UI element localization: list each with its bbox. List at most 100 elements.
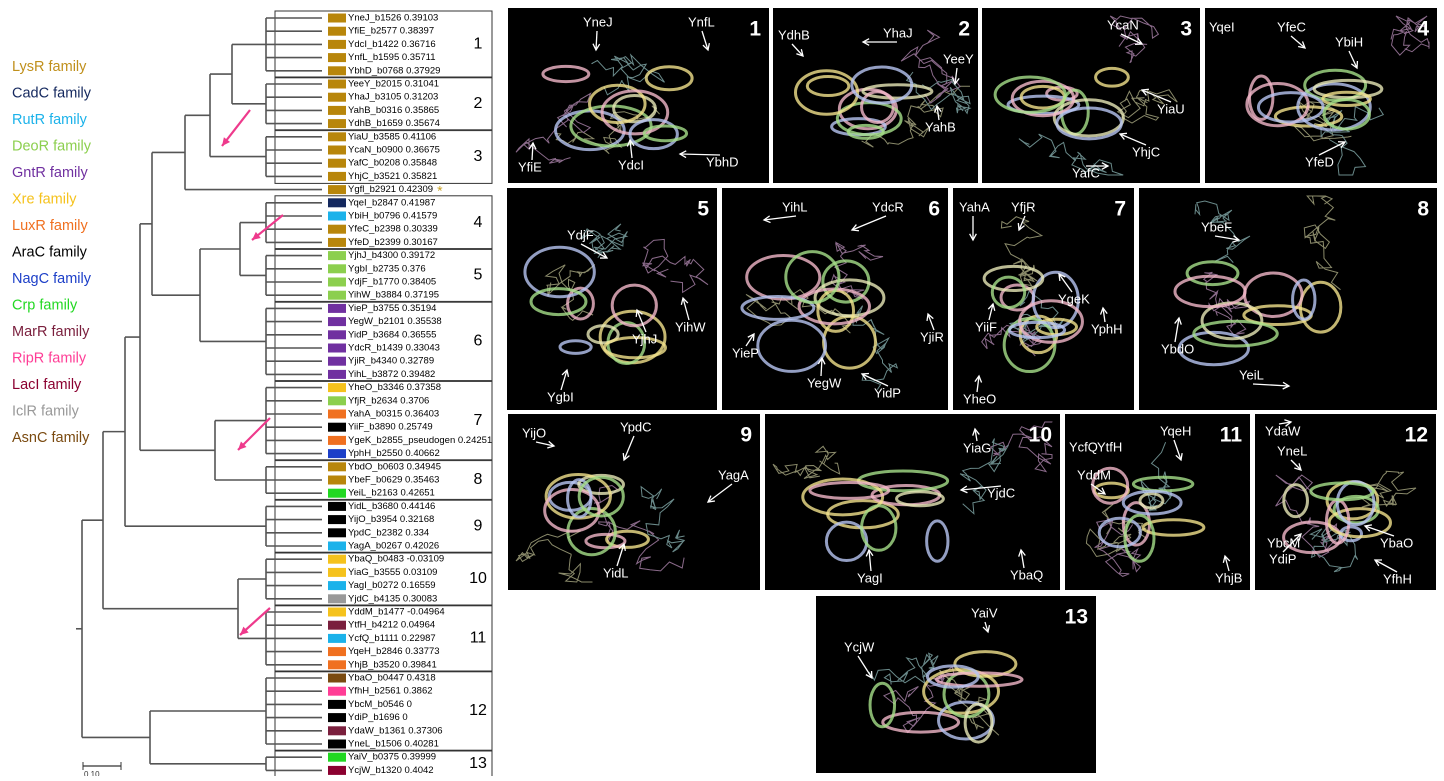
leaf-label: YfeD_b2399 0.30167 [348,237,438,248]
protein-label: YcjW [844,639,875,654]
leaf-label: YcfQ_b1111 0.22987 [348,633,436,644]
leaf-label: YbiH_b0796 0.41579 [348,211,437,222]
leaf-label: YidP_b3684 0.36555 [348,329,436,340]
legend-label: CadC family [12,85,92,101]
protein-label: YidP [874,385,901,400]
clade-number: 12 [469,702,487,719]
leaf-swatch [328,608,346,617]
leaf-label: YhjC_b3521 0.35821 [348,171,437,182]
leaf-swatch [328,264,346,273]
legend-label: IclR family [12,403,80,419]
leaf-label: YcaN_b0900 0.36675 [348,145,440,156]
leaf-swatch [328,93,346,102]
protein-label: YdaW [1265,423,1301,438]
clade-number: 10 [469,570,487,587]
protein-label: YbhD [706,154,739,169]
legend-label: DeoR family [12,138,92,154]
protein-label: YtfH [1097,439,1122,454]
leaf-swatch [328,502,346,511]
leaf-swatch [328,581,346,590]
panel-background [953,188,1134,410]
leaf-swatch [328,80,346,89]
protein-label: YahA [959,199,990,214]
clade-number: 6 [474,333,483,350]
protein-label: YagA [718,467,749,482]
leaf-label: YidL_b3680 0.44146 [348,501,435,512]
protein-label: YdcR [872,199,904,214]
legend-label: Xre family [12,191,77,207]
protein-label: YihW [675,319,706,334]
leaf-swatch [328,106,346,115]
protein-label: YqeH [1160,423,1191,438]
leaf-swatch [328,238,346,247]
leaf-label: YdcR_b1439 0.33043 [348,343,440,354]
leaf-label: YiaU_b3585 0.41106 [348,131,436,142]
structure-panel: 12YdaWYneLYbaOYbcMYdiPYfhH [1255,414,1436,590]
leaf-swatch [328,713,346,722]
leaf-swatch [328,621,346,630]
leaf-label: YjdC_b4135 0.30083 [348,593,437,604]
leaf-label: YegW_b2101 0.35538 [348,316,442,327]
protein-label: YahB [925,119,956,134]
leaf-swatch [328,66,346,75]
leaf-swatch [328,660,346,669]
legend-label: AsnC family [12,430,90,446]
leaf-swatch [328,740,346,749]
leaf-swatch [328,436,346,445]
leaf-label: YhjB_b3520 0.39841 [348,659,437,670]
protein-label: YdcI [618,157,644,172]
scale-label: 0.10 [84,770,100,776]
leaf-label: YahB_b0316 0.35865 [348,105,439,116]
protein-label: YneL [1277,443,1307,458]
clade-number: 13 [469,755,487,772]
leaf-swatch [328,344,346,353]
clade-number: 5 [474,267,483,284]
legend-label: RutR family [12,112,88,128]
leaf-swatch [328,370,346,379]
legend-label: LuxR family [12,218,88,234]
protein-label: YjdC [987,485,1015,500]
leaf-swatch [328,251,346,260]
leaf-label: YneJ_b1526 0.39103 [348,13,438,24]
protein-label: YeeY [943,51,974,66]
protein-label: YeiL [1239,367,1264,382]
leaf-label: YnfL_b1595 0.35711 [348,52,436,63]
leaf-swatch [328,766,346,775]
legend-label: LacI family [12,377,82,393]
panel-background [1139,188,1437,410]
structure-panel: 8YbeFYbdOYeiL [1139,188,1437,410]
leaf-swatch [328,396,346,405]
leaf-label: YdcI_b1422 0.36716 [348,39,436,50]
clade-number: 7 [474,412,483,429]
leaf-swatch [328,634,346,643]
leaf-swatch [328,330,346,339]
leaf-swatch [328,383,346,392]
leaf-label: YfiE_b2577 0.38397 [348,26,434,37]
structure-panel: 11YcfQYtfHYqeHYddMYhjB [1065,414,1250,590]
clade-number: 8 [474,471,483,488]
protein-label: YieP [732,345,759,360]
panel-number: 12 [1405,424,1428,447]
clade-number: 11 [470,630,487,647]
legend-label: NagC family [12,271,92,287]
protein-label: YfeD [1305,154,1334,169]
leaf-label: YgbI_b2735 0.376 [348,263,426,274]
protein-label: YiaG [963,440,991,455]
protein-label: YnfL [688,14,715,29]
leaf-swatch [328,674,346,683]
leaf-label: YddM_b1477 -0.04964 [348,607,445,618]
structure-panel: 2YdhBYhaJYeeYYahB [773,8,978,183]
panel-number: 11 [1220,424,1243,447]
protein-label: YaiV [971,605,998,620]
leaf-swatch [328,225,346,234]
protein-label: YcaN [1107,17,1139,32]
leaf-label: YeeY_b2015 0.31041 [348,79,439,90]
leaf-swatch [328,528,346,537]
panel-number: 3 [1180,18,1192,41]
protein-label: YgeK [1058,291,1090,306]
leaf-swatch [328,291,346,300]
leaf-label: YagA_b0267 0.42026 [348,541,439,552]
leaf-label: YcjW_b1320 0.4042 [348,765,434,776]
leaf-swatch [328,185,346,194]
clade-number: 9 [474,517,483,534]
